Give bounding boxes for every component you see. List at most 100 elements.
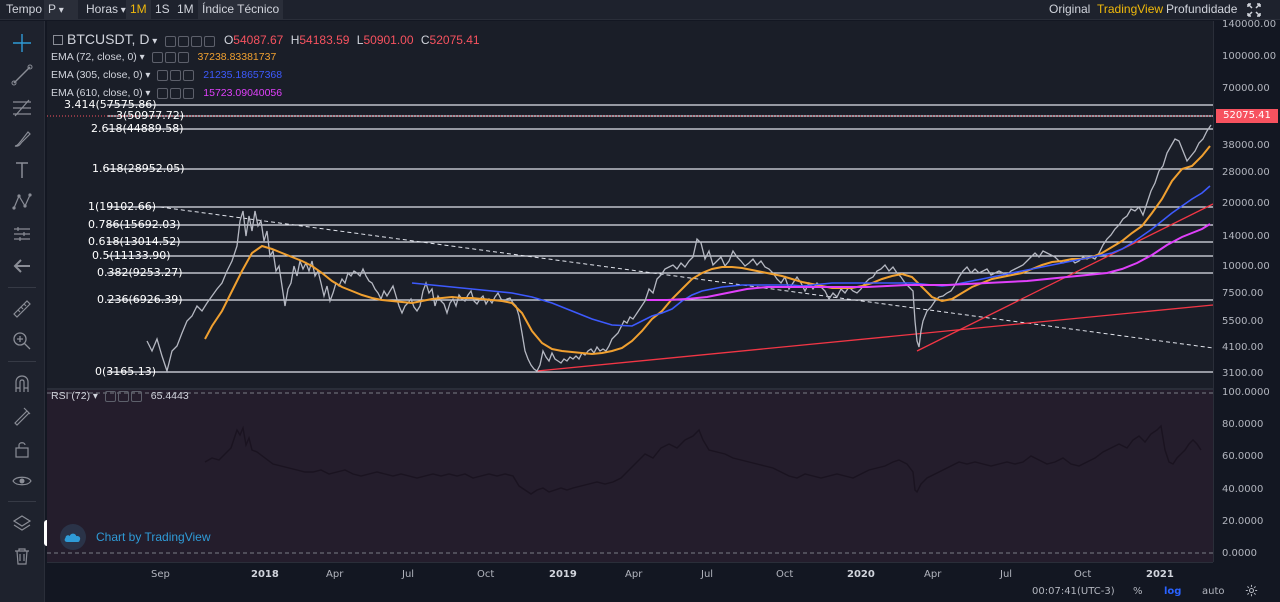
- ema-305-value: 21235.18657368: [203, 69, 283, 81]
- price-axis-label: 140000.00: [1222, 19, 1277, 30]
- lock-draw-icon[interactable]: [10, 404, 34, 428]
- symbol-actions[interactable]: [164, 34, 217, 48]
- pattern-icon[interactable]: [10, 190, 34, 214]
- brush-icon[interactable]: [10, 127, 34, 151]
- hours-dropdown[interactable]: Horas: [82, 0, 130, 20]
- close-value: 52075.41: [429, 33, 480, 47]
- interval-1m-active-button[interactable]: 1M: [126, 0, 151, 20]
- ruler-icon[interactable]: [10, 297, 34, 321]
- fib-label-0: 0(3165.13): [95, 365, 157, 378]
- lock-icon[interactable]: [10, 437, 34, 461]
- rsi-axis-label: 40.0000: [1222, 484, 1264, 495]
- fib-icon[interactable]: [10, 96, 34, 120]
- ema-305-label: EMA (305, close, 0): [51, 69, 150, 81]
- price-series: [146, 124, 1212, 374]
- price-axis[interactable]: 140000.00 100000.00 70000.00 52075.41 38…: [1213, 19, 1280, 562]
- drawing-toolbar: [0, 21, 45, 602]
- fib-label-2618: 2.618(44889.58): [91, 122, 184, 135]
- original-tab[interactable]: Original: [1049, 2, 1091, 16]
- eye-icon[interactable]: [10, 469, 34, 493]
- time-label: Tempo: [6, 2, 43, 16]
- price-axis-label: 20000.00: [1222, 198, 1270, 209]
- tradingview-watermark[interactable]: Chart by TradingView: [60, 524, 211, 550]
- zoom-icon[interactable]: [10, 329, 34, 353]
- dashed-trendline: [159, 206, 1213, 349]
- fib-label-05: 0.5(11133.90): [92, 249, 171, 262]
- ema-72-legend[interactable]: EMA (72, close, 0) 37238.83381737: [51, 51, 276, 63]
- crosshair-icon[interactable]: [10, 31, 34, 55]
- price-axis-label: 4100.00: [1222, 342, 1264, 353]
- back-arrow-icon[interactable]: [10, 254, 34, 278]
- time-axis-label: Jul: [701, 569, 714, 580]
- ema-610-label: EMA (610, close, 0): [51, 87, 150, 99]
- price-axis-label: 28000.00: [1222, 167, 1270, 178]
- ema-72-value: 37238.83381737: [197, 51, 277, 63]
- open-value: 54087.67: [233, 33, 284, 47]
- trend-line-icon[interactable]: [10, 63, 34, 87]
- trash-icon[interactable]: [10, 544, 34, 568]
- price-axis-label: 70000.00: [1222, 83, 1270, 94]
- price-axis-label: 100000.00: [1222, 51, 1277, 62]
- time-axis-label: 2021: [1146, 569, 1174, 580]
- depth-tab[interactable]: Profundidade: [1166, 2, 1238, 16]
- rsi-legend[interactable]: RSI (72) 65.4443: [51, 390, 189, 402]
- rsi-line: [204, 424, 1202, 495]
- settings-gear-icon[interactable]: [1245, 584, 1258, 600]
- time-axis[interactable]: Sep 2018 Apr Jul Oct 2019 Apr Jul Oct 20…: [47, 562, 1213, 580]
- price-axis-label: 5500.00: [1222, 316, 1264, 327]
- auto-toggle[interactable]: auto: [1202, 586, 1225, 597]
- time-axis-label: Apr: [326, 569, 344, 580]
- price-axis-label: 7500.00: [1222, 288, 1264, 299]
- price-axis-label: 38000.00: [1222, 140, 1270, 151]
- watermark-text: Chart by TradingView: [96, 530, 211, 544]
- time-axis-label: Apr: [625, 569, 643, 580]
- ema-72-line: [204, 145, 1211, 356]
- price-axis-label: 10000.00: [1222, 261, 1270, 272]
- percent-toggle[interactable]: %: [1133, 586, 1143, 597]
- fib-label-0618: 0.618(13014.52): [88, 235, 181, 248]
- rsi-value: 65.4443: [150, 390, 189, 402]
- low-key: L: [356, 33, 364, 47]
- ema-72-label: EMA (72, close, 0): [51, 51, 145, 63]
- top-toolbar: Tempo P Horas 1M 1S 1M Índice Técnico Or…: [0, 0, 1280, 20]
- interval-select[interactable]: P: [44, 0, 78, 20]
- symbol-label[interactable]: BTCUSDT, D: [67, 31, 157, 47]
- tradingview-tab[interactable]: TradingView: [1097, 2, 1164, 16]
- low-value: 50901.00: [363, 33, 414, 47]
- rsi-axis-label: 0.0000: [1222, 548, 1257, 559]
- pane-separator[interactable]: [47, 388, 1213, 390]
- interval-1s-button[interactable]: 1S: [155, 2, 170, 16]
- layers-icon[interactable]: [10, 512, 34, 536]
- time-axis-label: Sep: [151, 569, 170, 580]
- interval-1m-button[interactable]: 1M: [177, 2, 194, 16]
- cloud-icon: [60, 524, 86, 550]
- expand-icon[interactable]: [1246, 2, 1262, 18]
- high-key: H: [290, 33, 300, 47]
- log-toggle[interactable]: log: [1164, 586, 1182, 597]
- ema-610-legend[interactable]: EMA (610, close, 0) 15723.09040056: [51, 87, 282, 99]
- rsi-pane[interactable]: RSI (72) 65.4443: [47, 390, 1213, 562]
- fib-label-0786: 0.786(15692.03): [88, 218, 181, 231]
- text-icon[interactable]: [10, 158, 34, 182]
- timezone-button[interactable]: (UTC-3): [1077, 586, 1115, 597]
- fib-label-1618: 1.618(28952.05): [92, 162, 185, 175]
- time-axis-label: Oct: [477, 569, 495, 580]
- ema-305-legend[interactable]: EMA (305, close, 0) 21235.18657368: [51, 69, 282, 81]
- time-axis-label: Jul: [1000, 569, 1013, 580]
- time-axis-label: Oct: [1074, 569, 1092, 580]
- measure-icon[interactable]: [10, 222, 34, 246]
- price-chart-pane[interactable]: BTCUSDT, D O54087.67 H54183.59 L50901.00…: [47, 21, 1213, 389]
- rsi-axis-label: 80.0000: [1222, 419, 1264, 430]
- rsi-axis-label: 20.0000: [1222, 516, 1264, 527]
- fib-label-3414: 3.414(57575.86): [64, 98, 157, 111]
- price-chart-canvas: [47, 104, 1213, 374]
- clock-text: 00:07:41: [1032, 586, 1077, 597]
- rsi-canvas: [47, 392, 1213, 554]
- time-axis-label: 2018: [251, 569, 279, 580]
- fib-label-3: 3(50977.72): [116, 109, 185, 122]
- current-price-tag: 52075.41: [1216, 109, 1278, 123]
- magnet-icon[interactable]: [10, 372, 34, 396]
- collapse-legend-toggle[interactable]: [53, 35, 63, 45]
- indicator-button[interactable]: Índice Técnico: [198, 0, 284, 20]
- red-support-trendline-long: [536, 304, 1213, 372]
